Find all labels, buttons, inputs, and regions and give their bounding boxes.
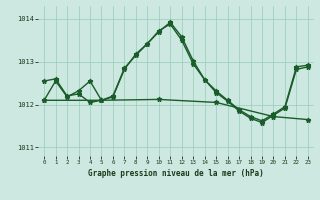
X-axis label: Graphe pression niveau de la mer (hPa): Graphe pression niveau de la mer (hPa) — [88, 169, 264, 178]
